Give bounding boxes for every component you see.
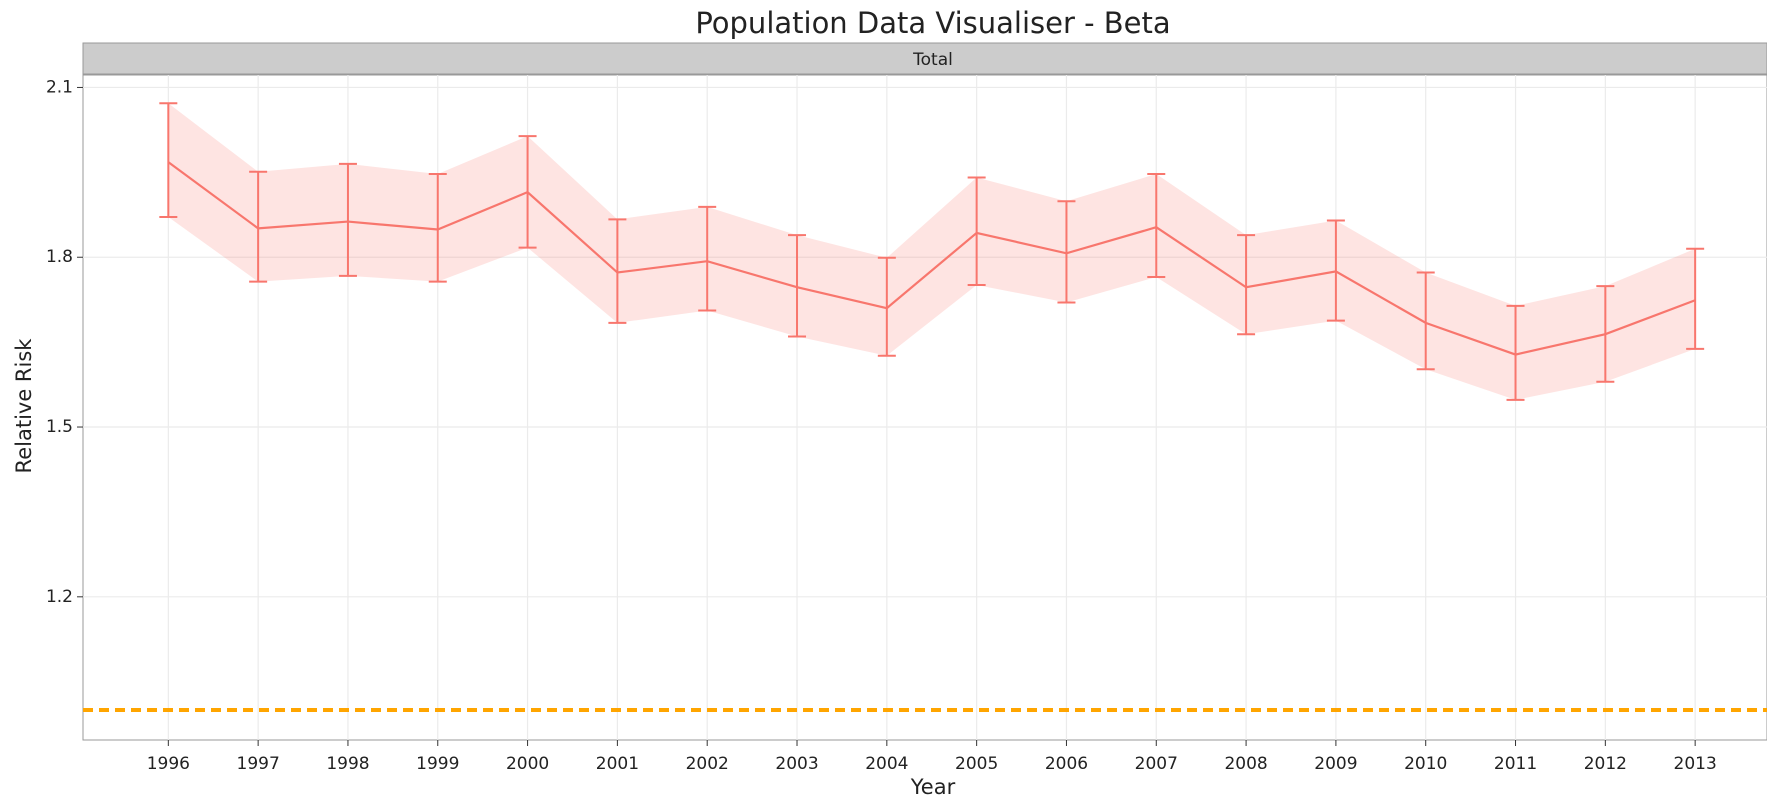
x-tick-label: 2001	[596, 754, 639, 774]
y-tick-label: 2.1	[46, 77, 73, 97]
error-bar	[698, 205, 717, 312]
confidence-band	[168, 103, 1696, 400]
x-tick-label: 2009	[1314, 754, 1357, 774]
x-tick-label: 2008	[1224, 754, 1267, 774]
x-tick-label: 2002	[686, 754, 729, 774]
x-tick-label: 2005	[955, 754, 998, 774]
y-tick-label: 1.5	[46, 417, 73, 437]
error-bar	[1686, 247, 1705, 350]
error-bar	[249, 170, 268, 283]
line	[167, 161, 1696, 356]
error-bar	[428, 173, 447, 283]
error-bar	[1416, 271, 1435, 371]
error-bar	[967, 176, 986, 286]
error-bar	[1057, 200, 1076, 304]
x-tick-label: 1998	[326, 754, 369, 774]
facet-label: Total	[912, 50, 953, 70]
y-tick-label: 1.2	[46, 587, 73, 607]
x-tick-label: 1996	[147, 754, 190, 774]
plot-area	[82, 74, 1767, 741]
y-tick-label: 1.8	[46, 247, 73, 267]
error-bar	[1147, 173, 1166, 279]
y-axis-label: Relative Risk	[12, 338, 36, 474]
x-tick-label: 1999	[416, 754, 459, 774]
x-tick-label: 2007	[1135, 754, 1178, 774]
x-axis-label: Year	[910, 775, 956, 798]
error-bar	[159, 102, 178, 219]
x-tick-label: 1997	[237, 754, 280, 774]
x-tick-label: 2003	[775, 754, 818, 774]
x-tick-label: 2013	[1674, 754, 1717, 774]
x-tick-label: 2004	[865, 754, 908, 774]
x-tick-label: 2010	[1404, 754, 1447, 774]
facet-strip	[82, 42, 1767, 75]
x-tick-label: 2006	[1045, 754, 1088, 774]
x-tick-label: 2000	[506, 754, 549, 774]
error-bar	[788, 234, 807, 338]
chart-title: Population Data Visualiser - Beta	[695, 6, 1170, 40]
x-tick-label: 2011	[1494, 754, 1537, 774]
error-bar	[1506, 304, 1525, 401]
error-bar	[1237, 234, 1256, 336]
error-bar	[338, 162, 357, 277]
x-tick-label: 2012	[1584, 754, 1627, 774]
